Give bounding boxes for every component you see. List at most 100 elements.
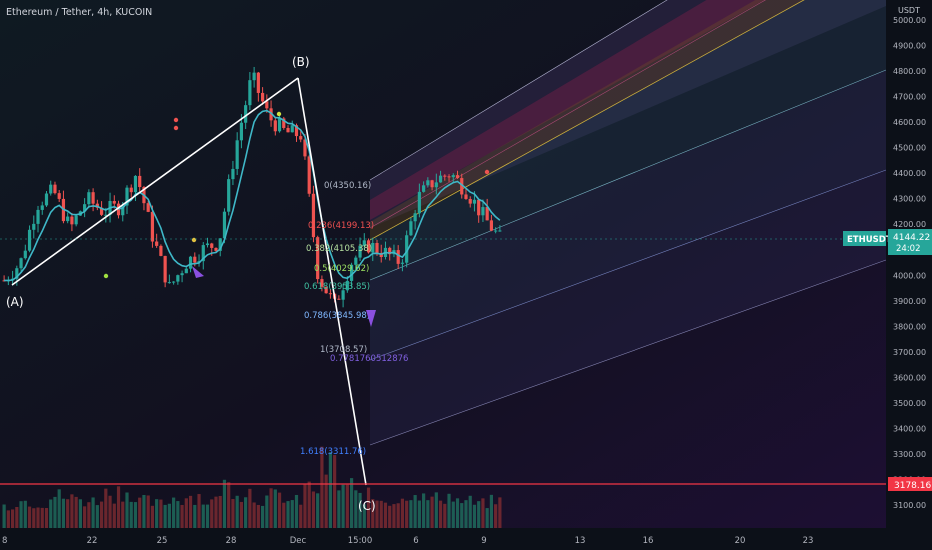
fib-channel[interactable] xyxy=(369,0,900,446)
volume-bar xyxy=(333,455,337,528)
volume-bar xyxy=(328,452,332,528)
candle xyxy=(316,237,320,280)
candle xyxy=(210,243,214,248)
volume-bar xyxy=(252,502,256,528)
price-tick: 4800.00 xyxy=(893,67,926,76)
volume-bar xyxy=(273,489,277,528)
candle xyxy=(15,268,19,279)
volume-bar xyxy=(155,499,159,528)
candle xyxy=(324,286,328,294)
candle xyxy=(455,175,460,179)
volume-bar xyxy=(265,495,269,528)
volume-bar xyxy=(438,500,443,528)
candle xyxy=(375,242,379,253)
volume-bar xyxy=(383,502,388,528)
plot-background xyxy=(0,0,886,528)
candle xyxy=(282,118,286,128)
candle xyxy=(358,245,362,258)
candle xyxy=(57,193,61,199)
candle xyxy=(66,216,70,222)
fib-label: 0.618(3953.85) xyxy=(304,282,370,292)
volume-bar xyxy=(485,508,489,528)
time-axis[interactable] xyxy=(0,528,932,550)
elliott-wave[interactable]: (A) (B) (C) xyxy=(6,55,376,513)
volume-bar xyxy=(201,504,205,528)
volume-bar xyxy=(400,498,405,528)
price-tick: 4000.00 xyxy=(893,271,926,280)
candle xyxy=(260,92,265,102)
candle xyxy=(227,179,231,212)
candle xyxy=(87,192,91,205)
fib-label: 0.382(4105.38) xyxy=(306,244,372,254)
volume-bar xyxy=(227,482,231,528)
candle xyxy=(125,187,129,206)
candle xyxy=(235,140,239,169)
candle xyxy=(231,168,235,180)
volume-bar xyxy=(210,499,214,528)
volume-bar xyxy=(392,504,396,528)
candle xyxy=(214,247,218,251)
volume-bar xyxy=(27,506,32,528)
channel-band-red xyxy=(370,0,765,220)
candle xyxy=(205,243,210,246)
candle xyxy=(430,180,434,188)
time-tick: 23 xyxy=(803,536,814,546)
fib-label: 1(3708.57) xyxy=(320,345,367,355)
volume-bar xyxy=(214,496,218,528)
volume-bar xyxy=(443,503,447,528)
volume-bar xyxy=(481,498,485,528)
price-axis[interactable] xyxy=(886,0,932,528)
signal-dot xyxy=(276,111,282,117)
volume-bar xyxy=(277,492,282,528)
line-price-badge xyxy=(888,477,932,491)
candle xyxy=(138,175,142,188)
volume-bar xyxy=(282,502,286,528)
candle xyxy=(388,247,392,255)
volume-bar xyxy=(294,494,299,528)
time-tick: 16 xyxy=(643,536,654,546)
candle xyxy=(294,125,299,137)
candle xyxy=(443,175,447,177)
channel-line xyxy=(369,259,887,446)
channel-line xyxy=(369,69,887,281)
channel-line xyxy=(369,0,805,241)
fib-labels: 0(4350.16) 0.236(4199.13) 0.382(4105.38)… xyxy=(300,181,408,457)
candle xyxy=(451,175,455,178)
price-tick: 3300.00 xyxy=(893,450,926,459)
volume-bar xyxy=(345,484,349,528)
volume-bar xyxy=(379,500,383,528)
candle xyxy=(277,118,282,132)
volume-bar xyxy=(129,501,133,528)
volume-bar xyxy=(409,500,413,528)
volume-bar xyxy=(337,490,341,528)
time-tick: 9 xyxy=(481,536,486,546)
volume-bar xyxy=(121,501,125,528)
volume-bar xyxy=(464,500,468,528)
fib-label: 0.5(4029.62) xyxy=(314,264,369,274)
candle xyxy=(371,242,375,253)
volume-bar xyxy=(53,496,57,528)
volume-bar xyxy=(180,504,184,528)
volume-bar xyxy=(303,484,307,528)
candle xyxy=(311,193,316,238)
volume-bar xyxy=(138,497,142,528)
volume-bar xyxy=(244,497,248,528)
candle xyxy=(494,230,498,232)
candle xyxy=(27,229,32,251)
candle xyxy=(91,192,95,204)
volume-bar xyxy=(413,495,417,528)
volume-bar xyxy=(133,502,138,528)
time-tick: 25 xyxy=(157,536,168,546)
candle xyxy=(159,245,163,256)
candle xyxy=(112,200,116,204)
time-axis-ticks: 8 22 25 28 Dec 15:00 6 9 13 16 20 23 xyxy=(2,536,813,546)
candle xyxy=(464,194,468,199)
time-tick: 20 xyxy=(735,536,746,546)
wave-line-b-c xyxy=(297,77,367,486)
candle xyxy=(150,211,155,242)
volume-bar xyxy=(15,507,19,528)
signal-dot xyxy=(173,117,179,123)
candle xyxy=(337,298,341,300)
